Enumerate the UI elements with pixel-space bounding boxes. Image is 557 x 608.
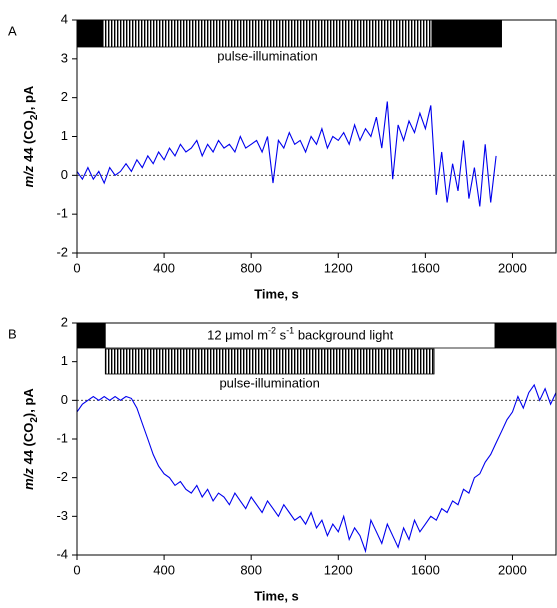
text-piece: -2 [268, 326, 276, 336]
pulse-label: pulse-illumination [219, 375, 319, 390]
panel-label: A [8, 23, 17, 38]
y-tick-label: -1 [56, 206, 68, 221]
text-piece: ), pA [21, 85, 36, 114]
x-tick-label: 2000 [498, 562, 527, 577]
illumination-bar [76, 19, 104, 48]
x-tick-label: 1200 [324, 562, 353, 577]
illumination-bar [431, 19, 502, 48]
y-tick-label: 2 [61, 89, 68, 104]
text-piece: 44 (CO [21, 423, 36, 469]
x-tick-label: 1600 [411, 562, 440, 577]
panel-label: B [8, 326, 17, 341]
y-tick-label: -2 [56, 244, 68, 259]
text-piece: 44 (CO [21, 120, 36, 166]
y-tick-label: 0 [61, 392, 68, 407]
y-tick-label: 4 [61, 11, 68, 26]
x-tick-label: 1600 [411, 260, 440, 275]
text-piece: ), pA [21, 388, 36, 417]
x-axis-label: Time, s [254, 286, 299, 301]
data-line [76, 383, 557, 554]
x-tick-label: 2000 [498, 260, 527, 275]
x-tick-label: 800 [240, 562, 262, 577]
data-line [76, 101, 497, 207]
pulse-label: pulse-illumination [217, 48, 317, 63]
x-axis-label: Time, s [254, 588, 299, 603]
text-piece: background light [294, 328, 393, 343]
y-axis-label: m/z 44 (CO2), pA [21, 85, 39, 187]
y-tick-label: -1 [56, 430, 68, 445]
y-tick-label: 1 [61, 128, 68, 143]
text-piece: m/z [21, 468, 36, 490]
text-piece: 2 [29, 417, 40, 423]
x-tick-label: 400 [153, 562, 175, 577]
y-tick-label: -3 [56, 508, 68, 523]
illumination-bar [102, 19, 433, 48]
background-label: 12 μmol m-2 s-1 background light [207, 326, 394, 343]
y-tick-label: 3 [61, 50, 68, 65]
x-tick-label: 800 [240, 260, 262, 275]
illumination-bar [76, 322, 106, 349]
text-piece: s [276, 328, 287, 343]
y-axis-label: m/z 44 (CO2), pA [21, 388, 39, 490]
illumination-bar [104, 348, 435, 375]
y-tick-label: 1 [61, 353, 68, 368]
text-piece: 2 [29, 114, 40, 120]
text-piece: m/z [21, 165, 36, 187]
x-tick-label: 1200 [324, 260, 353, 275]
x-tick-label: 0 [73, 562, 80, 577]
x-tick-label: 400 [153, 260, 175, 275]
text-piece: -1 [286, 326, 294, 336]
x-tick-label: 0 [73, 260, 80, 275]
text-piece: 12 μmol m [207, 328, 268, 343]
y-tick-label: 0 [61, 167, 68, 182]
y-tick-label: -4 [56, 546, 68, 561]
y-tick-label: 2 [61, 314, 68, 329]
illumination-bar [494, 322, 557, 349]
y-tick-label: -2 [56, 469, 68, 484]
